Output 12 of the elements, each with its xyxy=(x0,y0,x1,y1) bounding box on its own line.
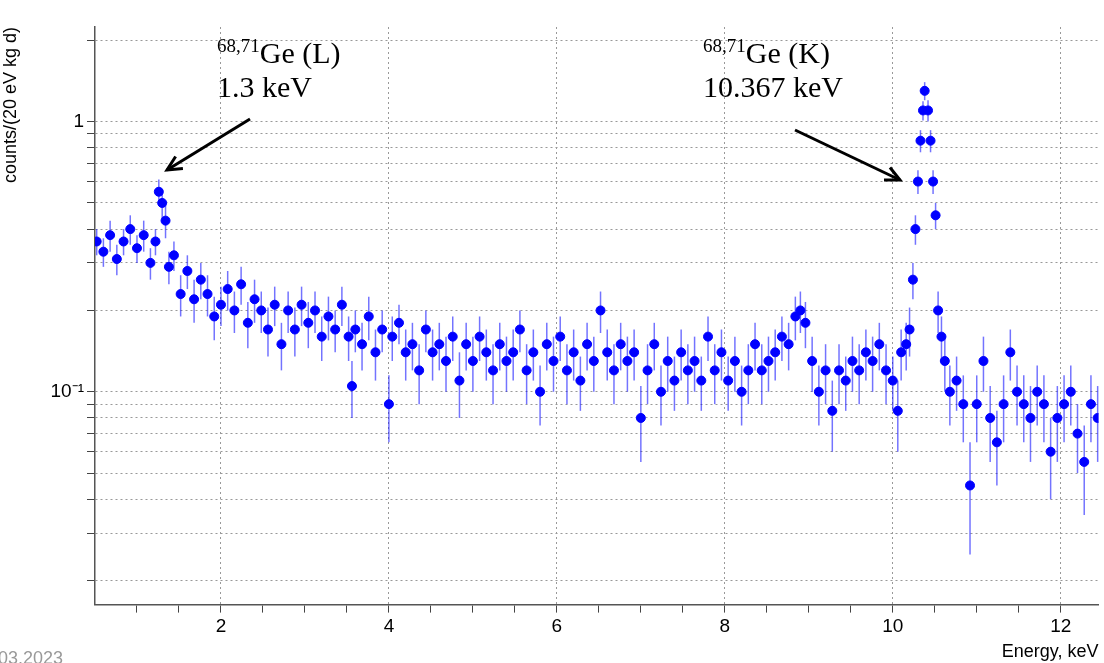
x-axis-title: Energy, keV xyxy=(1001,641,1099,662)
x-tick-label: 4 xyxy=(383,615,395,637)
x-tick-label: 8 xyxy=(719,615,731,637)
y-tick-label: 10⁻¹ xyxy=(50,380,84,402)
y-tick-label: 1 xyxy=(73,109,84,131)
y-axis-title: counts/(20 eV kg d) xyxy=(0,27,20,184)
x-tick-label: 12 xyxy=(1050,615,1072,637)
x-tick-label: 10 xyxy=(882,615,904,637)
annotation: $^{68,71}$Ge (K) 10.367 keV xyxy=(703,35,843,104)
x-tick-label: 6 xyxy=(551,615,563,637)
x-tick-label: 2 xyxy=(215,615,227,637)
annotation: $^{68,71}$Ge (L) 1.3 keV xyxy=(217,35,341,104)
